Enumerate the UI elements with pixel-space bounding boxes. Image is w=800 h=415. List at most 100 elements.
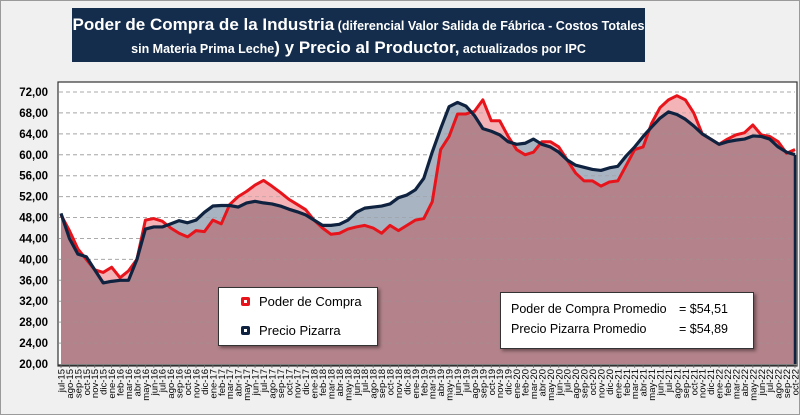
x-tick-label: sep-17 [276,369,287,398]
x-tick-label: jun-18 [352,369,363,396]
x-tick-label: abr-21 [639,369,650,396]
x-tick-label: mar-20 [529,369,540,399]
legend-swatch-red [241,297,250,306]
x-tick-label: may-19 [445,369,456,401]
x-tick-label: jun-17 [251,369,262,396]
x-tick-label: nov-20 [596,369,607,398]
stat-value: = $54,51 [679,302,729,316]
x-tick-label: feb-17 [217,369,228,396]
line-precio-pizarra [59,100,796,285]
title-producer: ) y Precio al Productor, [274,38,460,57]
legend-label: Precio Pizarra [259,323,341,338]
x-tick-label: oct-21 [689,369,700,395]
y-tick-label: 56,00 [19,171,48,183]
x-tick-label: ago-20 [571,369,582,399]
x-tick-label: oct-15 [82,369,93,395]
x-tick-label: ene-18 [310,369,321,399]
x-tick-label: mar-16 [124,369,135,399]
x-tick-label: ene-22 [715,369,726,399]
y-tick-label: 20,00 [19,359,48,371]
x-tick-label: nov-15 [90,369,101,398]
title-ipc: actualizados por IPC [459,42,586,56]
x-tick-label: sep-15 [73,369,84,398]
legend-label: Poder de Compra [259,294,362,309]
x-tick-label: oct-18 [386,369,397,395]
x-tick-label: nov-18 [394,369,405,398]
x-tick-label: feb-18 [318,369,329,396]
x-tick-label: ago-17 [267,369,278,399]
title-main: Poder de Compra de la Industria [72,15,335,34]
x-tick-label: ago-19 [470,369,481,399]
x-tick-label: may-20 [546,369,557,401]
x-tick-label: jun-22 [757,369,768,396]
x-tick-label: jul-19 [461,369,472,393]
x-tick-label: jul-15 [57,369,68,393]
y-tick-label: 72,00 [19,87,48,99]
x-tick-label: sep-16 [175,369,186,398]
x-tick-label: nov-19 [495,369,506,398]
x-tick-label: feb-16 [116,369,127,396]
x-tick-label: sep-21 [681,369,692,398]
y-tick-label: 36,00 [19,275,48,287]
x-tick-label: jun-16 [149,369,160,396]
x-tick-label: oct-17 [284,369,295,395]
x-tick-label: ago-16 [166,369,177,399]
stat-label: Poder de Compra Promedio [511,302,667,316]
x-tick-label: dic-21 [706,369,717,395]
x-tick-label: abr-19 [436,369,447,396]
x-tick-label: ago-15 [65,369,76,399]
x-tick-label: jul-21 [664,369,675,393]
x-tick-label: oct-20 [588,369,599,395]
x-tick-label: abr-18 [335,369,346,396]
legend-item-precio-pizarra: Precio Pizarra [241,323,341,338]
y-tick-label: 44,00 [19,233,48,245]
x-tick-label: may-16 [141,369,152,401]
x-tick-label: dic-15 [99,369,110,395]
stat-value: = $54,89 [679,322,729,336]
x-tick-label: oct-19 [487,369,498,395]
x-tick-label: feb-20 [521,369,532,396]
x-tick-label: abr-17 [234,369,245,396]
x-tick-label: feb-22 [723,369,734,396]
x-tick-label: jul-20 [563,369,574,393]
x-tick-label: sep-18 [377,369,388,398]
x-tick-label: may-22 [748,369,759,401]
y-tick-label: 40,00 [19,254,48,266]
stat-row-precio-pizarra: Precio Pizarra Promedio = $54,89 [511,322,728,336]
y-tick-label: 48,00 [19,213,48,225]
chart-title: Poder de Compra de la Industria (diferen… [72,8,645,62]
x-tick-label: abr-20 [537,369,548,396]
line-poder-compra [59,94,796,280]
x-tick-label: mar-19 [428,369,439,399]
x-tick-label: nov-17 [293,369,304,398]
x-tick-label: ago-18 [369,369,380,399]
x-tick-label: sep-22 [782,369,793,398]
x-tick-label: ene-21 [613,369,624,399]
x-tick-label: jun-19 [453,369,464,396]
y-tick-label: 60,00 [19,150,48,162]
x-tick-label: jul-16 [158,369,169,393]
x-tick-label: oct-22 [791,369,800,395]
y-tick-label: 28,00 [19,317,48,329]
y-tick-label: 64,00 [19,129,48,141]
x-tick-label: mar-22 [731,369,742,399]
x-tick-label: dic-18 [402,369,413,395]
x-tick-label: jun-20 [554,369,565,396]
x-tick-label: ago-21 [672,369,683,399]
x-tick-label: dic-20 [605,369,616,395]
x-tick-label: ene-19 [411,369,422,399]
x-tick-label: jul-22 [765,369,776,393]
x-tick-label: mar-17 [225,369,236,399]
x-tick-label: feb-19 [419,369,430,396]
x-tick-label: may-18 [343,369,354,401]
x-tick-label: nov-16 [191,369,202,398]
x-tick-label: dic-19 [504,369,515,395]
x-tick-label: jul-17 [259,369,270,393]
x-tick-label: ene-20 [512,369,523,399]
x-tick-label: jul-18 [360,369,371,393]
x-tick-label: nov-21 [698,369,709,398]
y-tick-label: 24,00 [19,338,48,350]
title-subtitle: (diferencial Valor Salida de Fábrica - C… [131,19,645,56]
x-tick-label: oct-16 [183,369,194,395]
